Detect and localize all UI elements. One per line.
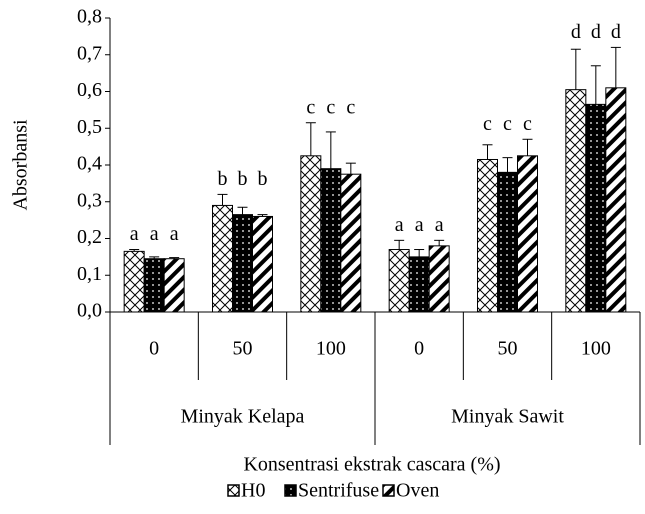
bar — [565, 89, 587, 313]
x-tick-label: 100 — [316, 338, 346, 360]
significance-letter: c — [483, 113, 492, 135]
bar — [517, 155, 538, 313]
x-tick-label: 100 — [581, 338, 611, 360]
y-tick-label: 0,1 — [77, 263, 102, 285]
x-tick-label: 0 — [149, 338, 159, 360]
bar — [320, 168, 342, 313]
bar — [497, 171, 518, 313]
y-tick-label: 0,5 — [77, 116, 102, 138]
bar — [163, 258, 185, 313]
significance-letter: c — [523, 113, 532, 135]
bar — [585, 103, 607, 313]
bar — [232, 214, 253, 313]
y-tick-label: 0,6 — [77, 79, 102, 101]
x-axis-title: Konsentrasi ekstrak cascara (%) — [243, 454, 500, 476]
y-tick-label: 0,7 — [77, 42, 102, 64]
significance-letter: b — [238, 168, 248, 190]
bar — [143, 258, 165, 313]
y-tick-label: 0,8 — [77, 6, 102, 28]
legend-swatch — [382, 484, 395, 497]
significance-letter: c — [346, 96, 355, 118]
significance-letter: b — [258, 168, 268, 190]
significance-letter: c — [503, 113, 512, 135]
y-tick-label: 0,2 — [77, 226, 102, 248]
bar — [340, 173, 362, 313]
significance-letter: c — [306, 96, 315, 118]
significance-letter: a — [415, 214, 424, 236]
y-tick-label: 0,0 — [77, 300, 102, 322]
legend-swatch — [227, 484, 240, 497]
legend-label: Oven — [396, 480, 439, 502]
x-tick-label: 50 — [233, 338, 253, 360]
significance-letter: c — [326, 96, 335, 118]
significance-letter: d — [591, 21, 601, 43]
x-tick-label: 0 — [414, 338, 424, 360]
significance-letter: a — [150, 223, 159, 245]
legend-swatch — [284, 484, 297, 497]
y-axis-title: Absorbansi — [10, 119, 32, 211]
significance-letter: d — [571, 21, 581, 43]
bar — [212, 204, 233, 313]
significance-letter: a — [130, 223, 139, 245]
legend-label: Sentrifuse — [298, 480, 379, 502]
group-label: Minyak Sawit — [451, 406, 564, 428]
bar — [477, 158, 498, 313]
bar — [252, 215, 273, 313]
y-tick-label: 0,3 — [77, 189, 102, 211]
bar — [605, 87, 627, 313]
significance-letter: a — [395, 214, 404, 236]
bar — [408, 256, 430, 313]
bar — [428, 245, 450, 313]
bar — [123, 250, 145, 313]
bar — [388, 249, 410, 313]
significance-letter: b — [218, 168, 228, 190]
legend-label: H0 — [241, 480, 265, 502]
y-tick-label: 0,4 — [77, 153, 102, 175]
x-tick-label: 50 — [498, 338, 518, 360]
significance-letter: a — [435, 214, 444, 236]
significance-letter: d — [611, 21, 621, 43]
bar — [300, 155, 322, 313]
group-label: Minyak Kelapa — [181, 406, 305, 428]
significance-letter: a — [170, 223, 179, 245]
